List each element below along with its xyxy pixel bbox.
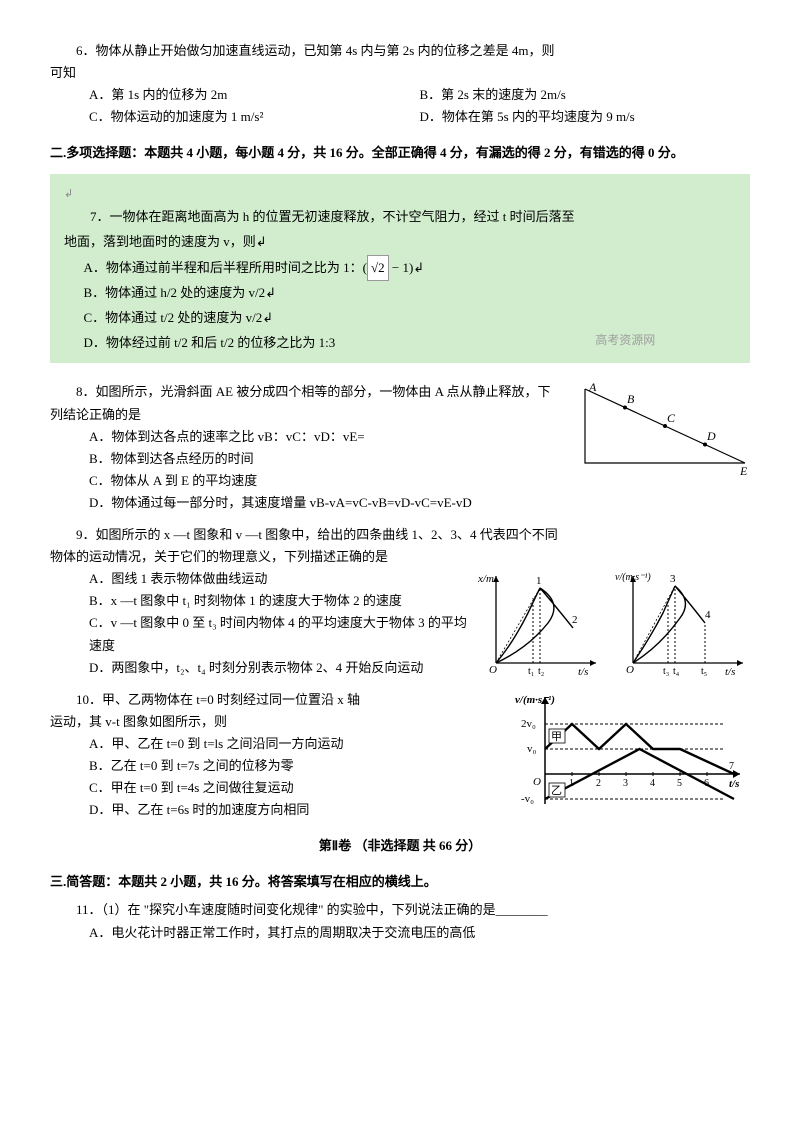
q9-c1-curve1: 1 [536, 575, 542, 587]
q9-c1-xlabel: t/s [578, 666, 588, 678]
q10-opt-d: D．甲、乙在 t=6s 时的加速度方向相同 [89, 799, 505, 821]
q9-c2-xlabel: t/s [725, 666, 735, 678]
origin-o: O [489, 664, 497, 676]
q9-opt-a: A．图线 1 表示物体做曲线运动 [89, 568, 468, 590]
q10-opt-b: B．乙在 t=0 到 t=7s 之间的位移为零 [89, 755, 505, 777]
q9-c2-curve4: 4 [705, 609, 711, 621]
q6-opt-b: B．第 2s 末的速度为 2m/s [420, 84, 751, 106]
q9-c2-t4: t₄ [673, 666, 680, 677]
point-d-label: D [706, 429, 716, 443]
question-9: 9．如图所示的 x —t 图象和 v —t 图象中，给出的四条曲线 1、2、3、… [50, 524, 750, 679]
q7-a-pre: A．物体通过前半程和后半程所用时间之比为 1：( [84, 260, 367, 275]
q10-options: A．甲、乙在 t=0 到 t=ls 之间沿同一方向运动 B．乙在 t=0 到 t… [50, 733, 505, 821]
point-e-label: E [739, 464, 748, 476]
q9-c2-t3: t₃ [663, 666, 669, 677]
q9-c1-ylabel: x/m [478, 573, 494, 585]
section-2-title: 二.多项选择题：本题共 4 小题，每小题 4 分，共 16 分。全部正确得 4 … [50, 142, 750, 164]
q8-stem-b: 列结论正确的是 [50, 404, 565, 426]
q9-c2-curve3: 3 [670, 573, 676, 585]
q7-opt-c: C．物体通过 t/2 处的速度为 v/2↲ [64, 306, 736, 331]
q10-x4: 4 [650, 778, 655, 789]
q10-stem-a: 10．甲、乙两物体在 t=0 时刻经过同一位置沿 x 轴 [50, 689, 505, 711]
q9-c1-t2: t₂ [538, 666, 544, 677]
q7-stem-a: 7．一物体在距离地面高为 h 的位置无初速度释放，不计空气阻力，经过 t 时间后… [64, 205, 736, 230]
q8-opt-d: D．物体通过每一部分时，其速度增量 vB-vA=vC-vB=vD-vC=vE-v… [89, 492, 565, 514]
q9-xt-chart: x/m t/s O 1 2 t₁ t₂ [478, 568, 603, 678]
q7-stem-b: 地面，落到地面时的速度为 v，则↲ [64, 230, 736, 255]
q10-x3: 3 [623, 778, 628, 789]
q7-opt-d: D．物体经过前 t/2 和后 t/2 的位移之比为 1:3 高考资源网 [64, 331, 736, 356]
q9-stem-b: 物体的运动情况，关于它们的物理意义，下列描述正确的是 [50, 546, 750, 568]
q8-opt-b: B．物体到达各点经历的时间 [89, 448, 565, 470]
q9-stem-a: 9．如图所示的 x —t 图象和 v —t 图象中，给出的四条曲线 1、2、3、… [50, 524, 750, 546]
q6-stem-a: 6．物体从静止开始做匀加速直线运动，已知第 4s 内与第 2s 内的位移之差是 … [50, 40, 750, 62]
q8-opt-a: A．物体到达各点的速率之比 vB：vC：vD：vE= [89, 426, 565, 448]
q6-opt-d: D．物体在第 5s 内的平均速度为 9 m/s [420, 106, 751, 128]
question-11: 11．（1）在 "探究小车速度随时间变化规律" 的实验中，下列说法正确的是___… [50, 899, 750, 943]
question-6: 6．物体从静止开始做匀加速直线运动，已知第 4s 内与第 2s 内的位移之差是 … [50, 40, 750, 128]
section-3-title: 三.简答题：本题共 2 小题，共 16 分。将答案填写在相应的横线上。 [50, 871, 750, 893]
q10-y-nv0: -v₀ [521, 793, 534, 805]
q8-stem-a: 8．如图所示，光滑斜面 AE 被分成四个相等的部分，一物体由 A 点从静止释放，… [50, 381, 565, 403]
point-a-label: A [588, 381, 597, 394]
q9-c1-t1: t₁ [528, 666, 534, 677]
q6-stem-b: 可知 [50, 62, 750, 84]
q6-options: A．第 1s 内的位移为 2m B．第 2s 末的速度为 2m/s C．物体运动… [50, 84, 750, 128]
question-8: 8．如图所示，光滑斜面 AE 被分成四个相等的部分，一物体由 A 点从静止释放，… [50, 381, 750, 514]
q9-c1-curve2: 2 [572, 614, 578, 626]
q7-opt-a: A．物体通过前半程和后半程所用时间之比为 1：(√2 − 1)↲ [64, 255, 736, 282]
q10-x5: 5 [677, 778, 682, 789]
q9-options: A．图线 1 表示物体做曲线运动 B．x —t 图象中 t₁ 时刻物体 1 的速… [50, 568, 468, 678]
q10-label-yi: 乙 [551, 784, 562, 797]
watermark-text: 高考资源网 [595, 329, 655, 352]
q10-x7: 7 [729, 761, 734, 772]
q6-opt-c: C．物体运动的加速度为 1 m/s² [89, 106, 420, 128]
paragraph-mark-icon: ↲ [64, 184, 736, 205]
part-2-title: 第Ⅱ卷 （非选择题 共 66 分） [50, 835, 750, 857]
point-b-label: B [627, 392, 635, 406]
q9-opt-c: C．v —t 图象中 0 至 t₃ 时间内物体 4 的平均速度大于物体 3 的平… [89, 612, 468, 656]
q9-c2-ylabel: v/(m·s⁻¹) [615, 572, 651, 583]
q9-opt-d: D．两图象中，t₂、t₄ 时刻分别表示物体 2、4 开始反向运动 [89, 657, 468, 679]
question-10: 10．甲、乙两物体在 t=0 时刻经过同一位置沿 x 轴 运动，其 v-t 图象… [50, 689, 750, 822]
point-c-label: C [667, 411, 676, 425]
q10-x2: 2 [596, 778, 601, 789]
q8-incline-diagram: A B C D E [575, 381, 750, 476]
q10-label-jia: 甲 [551, 731, 562, 743]
q10-opt-a: A．甲、乙在 t=0 到 t=ls 之间沿同一方向运动 [89, 733, 505, 755]
question-7-box: ↲ 7．一物体在距离地面高为 h 的位置无初速度释放，不计空气阻力，经过 t 时… [50, 174, 750, 363]
origin-o-2: O [626, 664, 634, 676]
q9-c2-t5: t₅ [701, 666, 707, 677]
q10-opt-c: C．甲在 t=0 到 t=4s 之间做往复运动 [89, 777, 505, 799]
q11-opt-a: A．电火花计时器正常工作时，其打点的周期取决于交流电压的高低 [89, 922, 750, 944]
sqrt-2-box: √2 [367, 255, 389, 282]
q8-opt-c: C．物体从 A 到 E 的平均速度 [89, 470, 565, 492]
q10-y-2v0: 2v₀ [521, 718, 536, 730]
q10-vt-chart: v/(m·s⁻¹) t/s 2v₀ v₀ O -v₀ 1 2 3 4 5 6 7… [515, 689, 750, 819]
q10-ylabel: v/(m·s⁻¹) [515, 694, 555, 706]
q10-y-v0: v₀ [527, 743, 537, 755]
q10-xlabel: t/s [729, 778, 739, 790]
q10-y-o: O [533, 776, 541, 788]
q9-vt-chart: v/(m·s⁻¹) t/s O 3 4 t₃ t₄ t₅ [615, 568, 750, 678]
q10-stem-b: 运动，其 v-t 图象如图所示，则 [50, 711, 505, 733]
q10-x1: 1 [569, 778, 574, 789]
q9-opt-b: B．x —t 图象中 t₁ 时刻物体 1 的速度大于物体 2 的速度 [89, 590, 468, 612]
q7-d-text: D．物体经过前 t/2 和后 t/2 的位移之比为 1:3 [84, 335, 336, 350]
q7-a-post: − 1)↲ [389, 260, 425, 275]
q8-options: A．物体到达各点的速率之比 vB：vC：vD：vE= B．物体到达各点经历的时间… [50, 426, 565, 514]
q7-opt-b: B．物体通过 h/2 处的速度为 v/2↲ [64, 281, 736, 306]
q10-x6: 6 [704, 778, 709, 789]
q11-stem: 11．（1）在 "探究小车速度随时间变化规律" 的实验中，下列说法正确的是___… [50, 899, 750, 921]
q6-opt-a: A．第 1s 内的位移为 2m [89, 84, 420, 106]
